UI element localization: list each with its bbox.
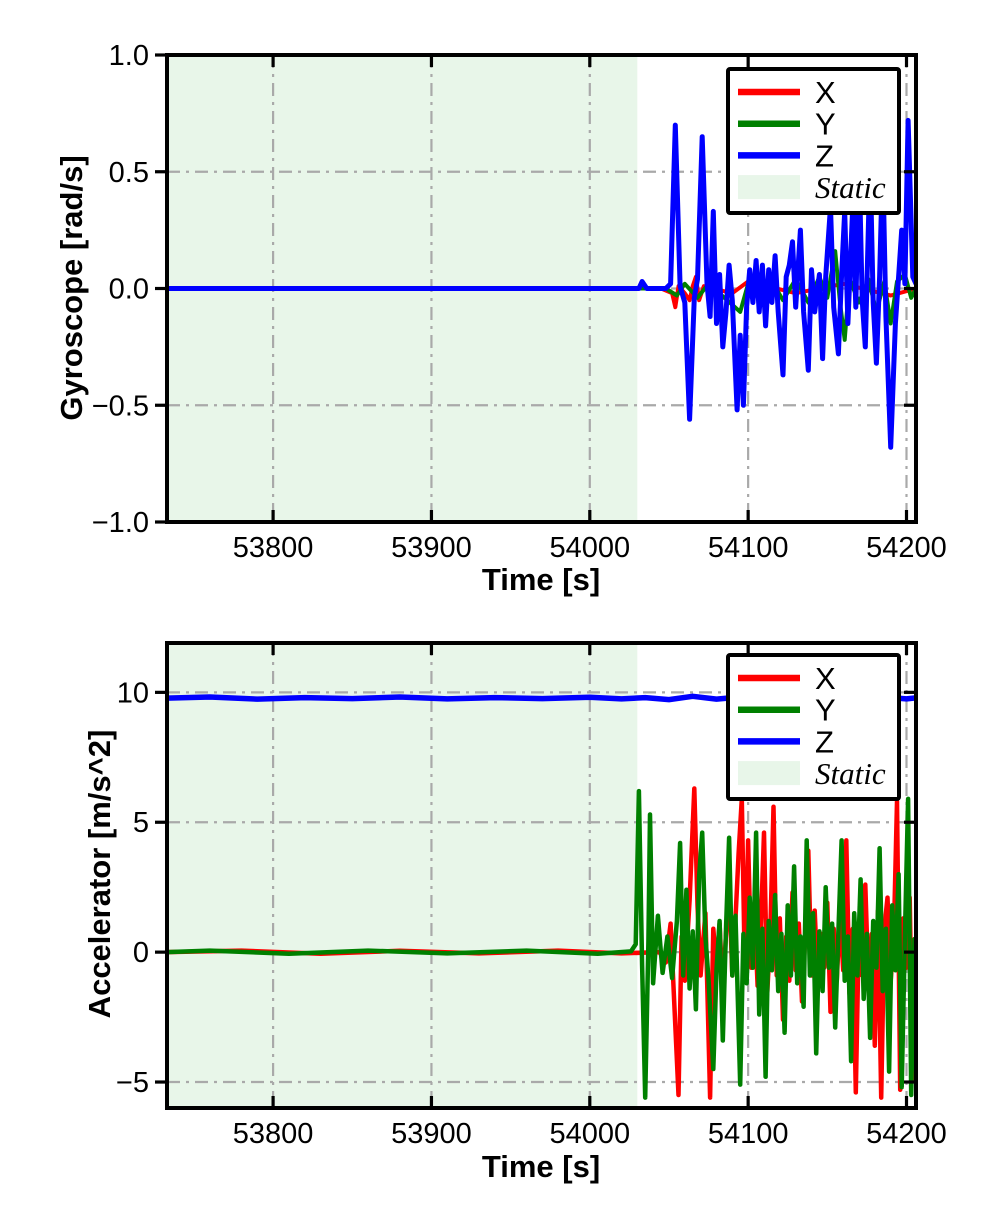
accelerator-xtick-label-54100: 54100 xyxy=(708,1118,789,1150)
gyroscope-xtick-label-53800: 53800 xyxy=(233,532,314,564)
accelerator-xtick-label-53900: 53900 xyxy=(391,1118,472,1150)
accelerator-y-axis-label: Accelerator [m/s^2] xyxy=(82,729,117,1019)
accelerator-ytick-label-5: 5 xyxy=(133,807,149,839)
gyroscope-ytick-label--0.5: −0.5 xyxy=(92,390,149,422)
accelerator-xtick-label-53800: 53800 xyxy=(233,1118,314,1150)
gyroscope-legend-label-z: Z xyxy=(815,138,834,173)
gyroscope-xtick-label-53900: 53900 xyxy=(391,532,472,564)
accelerator-xtick-label-54200: 54200 xyxy=(866,1118,947,1150)
accelerator-xtick-label-54000: 54000 xyxy=(549,1118,630,1150)
gyroscope-x-axis-label: Time [s] xyxy=(481,562,601,597)
gyroscope-xtick-label-54000: 54000 xyxy=(549,532,630,564)
accelerator-axes-frame xyxy=(165,641,918,1110)
gyroscope-series-z-line xyxy=(167,117,916,450)
gyroscope-xtick-label-54200: 54200 xyxy=(866,532,947,564)
gyroscope-ytick-label-0: 0.0 xyxy=(109,274,149,306)
accelerator-legend-label-static: Static xyxy=(815,756,886,791)
accelerator-legend-label-z: Z xyxy=(815,724,834,759)
accelerator-static-region xyxy=(167,643,638,1108)
gyroscope-ytick-label-1: 1.0 xyxy=(109,40,149,72)
accelerator-legend-sample-static xyxy=(738,761,800,786)
gyroscope-legend-label-x: X xyxy=(815,75,836,110)
gyroscope-xtick-label-54100: 54100 xyxy=(708,532,789,564)
gyroscope-legend-label-y: Y xyxy=(815,107,836,142)
accelerator-legend-label-y: Y xyxy=(815,693,836,728)
gyroscope-ytick-label--1: −1.0 xyxy=(92,507,149,539)
accelerator-ytick-label--5: −5 xyxy=(116,1067,149,1099)
gyroscope-legend-label-static: Static xyxy=(815,170,886,205)
accelerator-ytick-label-10: 10 xyxy=(117,677,149,709)
accelerator-x-axis-label: Time [s] xyxy=(481,1149,601,1184)
accelerator-legend-label-x: X xyxy=(815,661,836,696)
gyroscope-legend-sample-static xyxy=(738,175,800,200)
gyroscope-tick-marks xyxy=(155,53,914,524)
accelerator-series-y-line xyxy=(167,788,916,1100)
gyroscope-y-axis-label: Gyroscope [rad/s] xyxy=(54,155,89,421)
gyroscope-plot: 53800 53900 54000 54100 54200 1.0 0.5 0.0 −0.5 −1… xyxy=(92,40,947,564)
gyroscope-ytick-label-0.5: 0.5 xyxy=(109,157,149,189)
accelerator-tick-marks xyxy=(155,645,914,1106)
accelerator-ytick-label-0: 0 xyxy=(133,937,149,969)
